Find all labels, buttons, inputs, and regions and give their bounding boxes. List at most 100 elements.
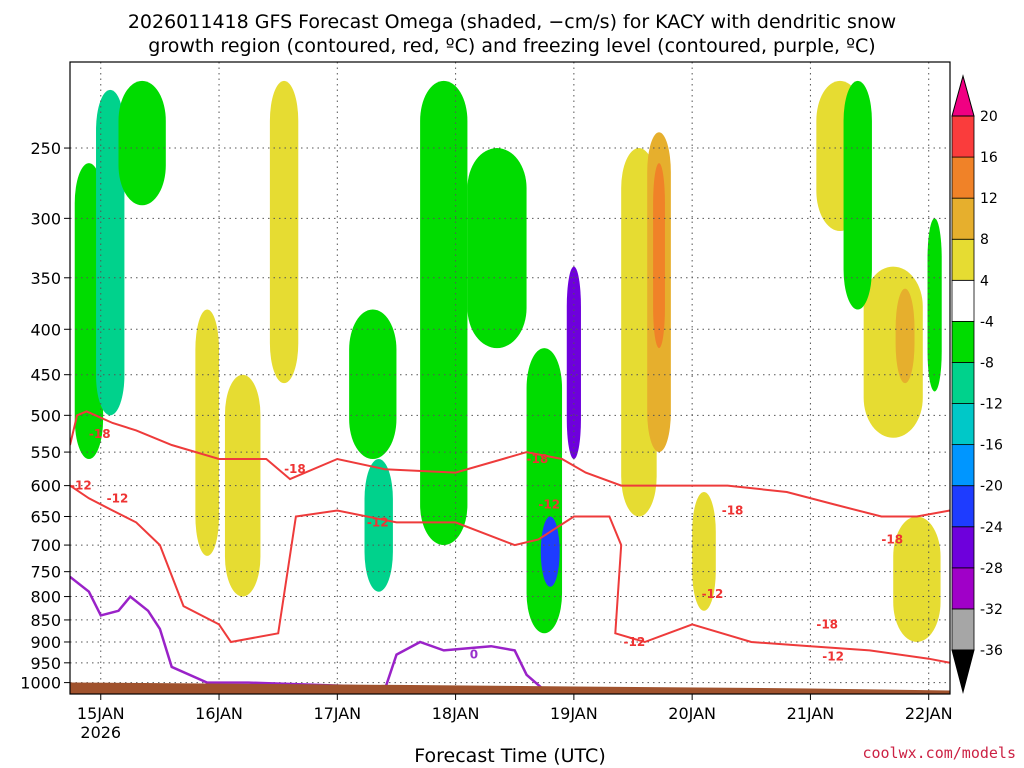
dgz-label-9: -18: [722, 504, 744, 518]
dgz-label-10: -18: [881, 533, 903, 547]
colorbar-swatch-2: [951, 526, 975, 569]
dgz-contour-3: [70, 484, 950, 664]
y-tick-label-12: 850: [30, 611, 61, 630]
colorbar-label-6: -12: [980, 397, 1003, 413]
colorbar-label-10: 8: [980, 232, 989, 248]
dgz-label-11: -18: [816, 617, 838, 631]
omega-region-2: [118, 80, 166, 206]
y-tick-label-5: 500: [30, 406, 61, 425]
y-tick-label-14: 950: [30, 654, 61, 673]
dgz-label-6: -12: [538, 497, 560, 511]
chart-title-line1: 2026011418 GFS Forecast Omega (shaded, −…: [128, 11, 896, 33]
colorbar-swatch-1: [951, 567, 975, 610]
omega-region-5: [269, 80, 299, 384]
y-tick-label-7: 600: [30, 477, 61, 496]
dgz-label-1: -18: [284, 462, 306, 476]
y-axis: 250 300 350 400 450 500 550 600 650 700 750 800 850 9…: [20, 139, 70, 693]
chart-title-line2: growth region (contoured, red, ºC) and f…: [148, 35, 875, 57]
y-tick-label-0: 250: [30, 139, 61, 158]
colorbar-swatch-7: [951, 320, 975, 363]
x-tick-label-4: 19JAN: [550, 704, 598, 723]
y-tick-label-3: 400: [30, 320, 61, 339]
x-tick-label-6: 21JAN: [787, 704, 835, 723]
credit-text: coolwx.com/models: [862, 744, 1016, 762]
omega-region-4: [224, 374, 261, 597]
freezing-label: 0: [470, 648, 478, 662]
x-tick-label-1: 16JAN: [195, 704, 243, 723]
dgz-contour-0: [70, 410, 950, 518]
colorbar-label-4: -20: [980, 479, 1003, 495]
colorbar-swatch-4: [951, 444, 975, 487]
grid-lines: [70, 62, 950, 694]
contours: [70, 410, 950, 692]
dgz-label-8: -12: [702, 587, 724, 601]
colorbar-label-3: -24: [980, 520, 1003, 536]
freezing-contour: [70, 575, 546, 692]
terrain: [70, 682, 950, 694]
dgz-label-7: -12: [624, 635, 646, 649]
x-tick-label-5: 20JAN: [668, 704, 716, 723]
colorbar-label-11: 12: [980, 191, 998, 207]
omega-region-22: [927, 218, 942, 392]
colorbar-swatch-0: [951, 608, 975, 651]
contour-labels: -18 -18 -18 -12 -12 -12 -12 -12 -12 -18 -18 -18 -12 0: [70, 427, 903, 664]
y-tick-label-2: 350: [30, 269, 61, 288]
colorbar-over-arrow: [951, 74, 975, 117]
colorbar-swatch-10: [951, 197, 975, 240]
dgz-label-12: -12: [822, 650, 844, 664]
dgz-label-4: -12: [107, 491, 129, 505]
omega-region-15: [653, 163, 665, 349]
omega-region-3: [195, 309, 220, 556]
terrain-fill: [70, 682, 950, 694]
colorbar-label-9: 4: [980, 273, 989, 289]
colorbar: -36 -32 -28 -24 -20 -16 -12 -8 -4 4 8 12 16 20: [951, 74, 1003, 694]
colorbar-swatch-8: [951, 279, 975, 322]
colorbar-swatch-9: [951, 238, 975, 281]
colorbar-swatch-12: [951, 115, 975, 158]
x-tick-label-2: 17JAN: [313, 704, 361, 723]
omega-region-20: [843, 80, 872, 310]
colorbar-swatch-5: [951, 403, 975, 446]
omega-region-7: [364, 459, 393, 592]
y-tick-label-4: 450: [30, 366, 61, 385]
omega-region-8: [420, 80, 468, 546]
omega-region-9: [467, 148, 527, 349]
omega-region-1: [96, 89, 125, 416]
omega-region-19: [895, 288, 915, 384]
dgz-label-2: -18: [527, 452, 549, 466]
y-tick-label-6: 550: [30, 443, 61, 462]
omega-region-12: [566, 266, 581, 460]
omega-shading: [74, 80, 942, 642]
colorbar-label-1: -32: [980, 602, 1003, 618]
omega-region-16: [692, 492, 716, 611]
x-tick-label-0: 15JAN: [77, 704, 125, 723]
x-tick-label-7: 22JAN: [905, 704, 953, 723]
x-tick-sublabel-0: 2026: [80, 723, 121, 742]
y-tick-label-11: 800: [30, 588, 61, 607]
dgz-label-5: -12: [367, 515, 389, 529]
colorbar-swatch-3: [951, 485, 975, 528]
y-tick-label-10: 750: [30, 563, 61, 582]
omega-region-10: [526, 348, 563, 634]
colorbar-label-8: -4: [980, 314, 994, 330]
y-tick-label-15: 1000: [20, 674, 61, 693]
colorbar-swatch-6: [951, 362, 975, 404]
omega-region-21: [893, 516, 941, 642]
colorbar-label-5: -16: [980, 438, 1003, 454]
omega-region-6: [349, 309, 397, 460]
colorbar-label-7: -8: [980, 355, 994, 371]
colorbar-swatch-11: [951, 156, 975, 199]
y-tick-label-1: 300: [30, 209, 61, 228]
dgz-label-3: -12: [70, 479, 92, 493]
colorbar-label-0: -36: [980, 643, 1003, 659]
x-axis-label: Forecast Time (UTC): [414, 745, 605, 767]
plot-area: [70, 62, 950, 694]
dgz-label-0: -18: [89, 427, 111, 441]
y-tick-label-13: 900: [30, 633, 61, 652]
colorbar-label-13: 20: [980, 109, 998, 125]
colorbar-under-arrow: [951, 649, 975, 694]
colorbar-label-2: -28: [980, 561, 1003, 577]
plot-frame: [69, 61, 951, 695]
